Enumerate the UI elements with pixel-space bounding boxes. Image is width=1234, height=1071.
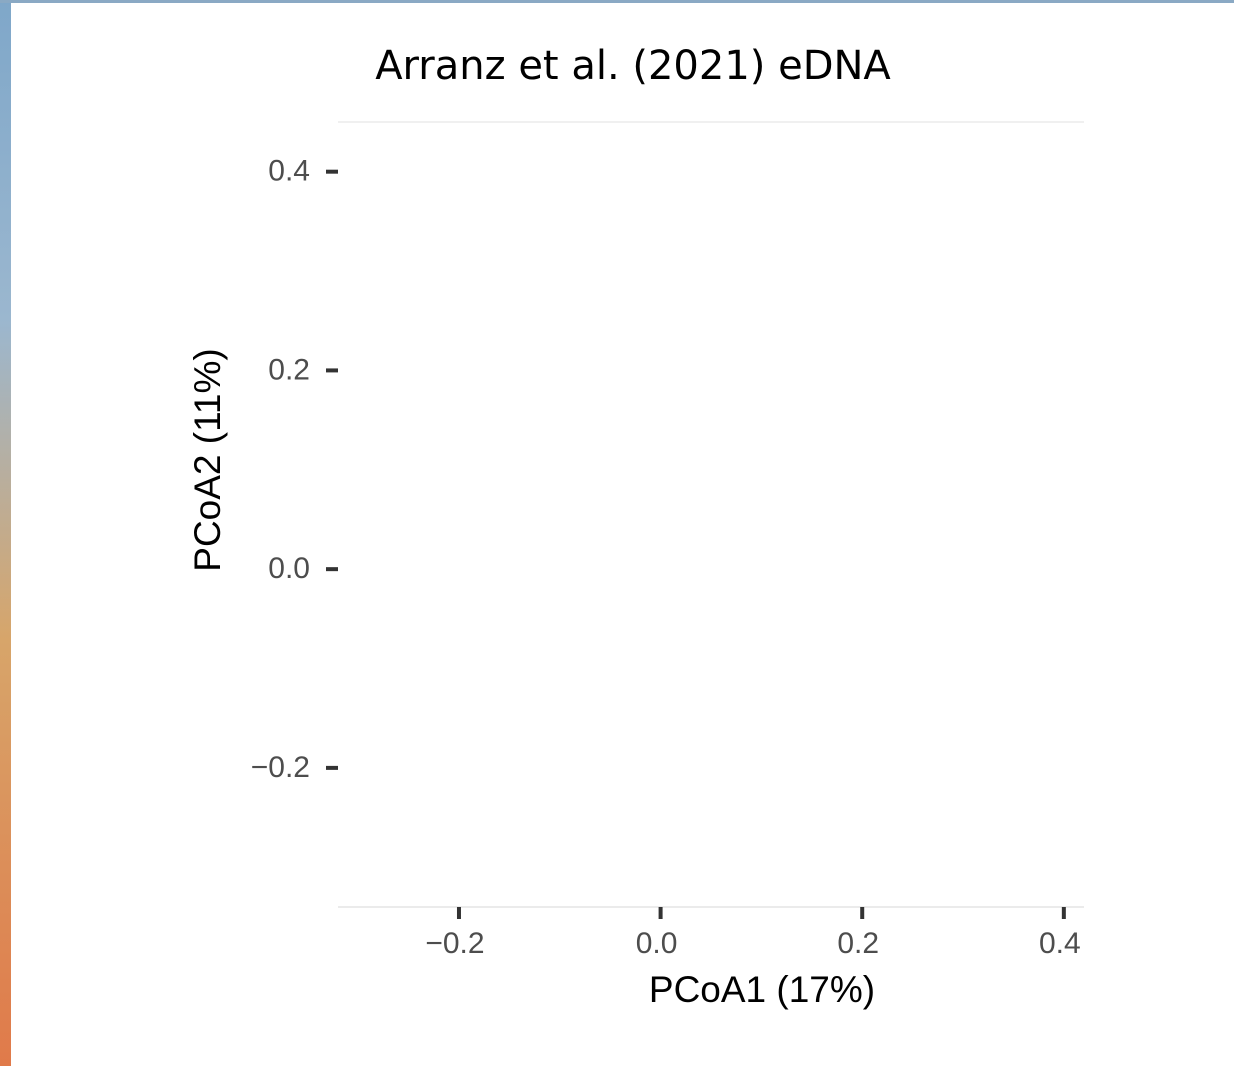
y-tick-label: 0.4 xyxy=(268,155,310,188)
chart-title: Arranz et al. (2021) eDNA xyxy=(375,43,891,89)
x-tick-label: 0.4 xyxy=(1039,927,1081,960)
y-tick-label: −0.2 xyxy=(251,751,310,784)
x-tick-label: 0.2 xyxy=(837,927,879,960)
background-strip xyxy=(0,0,1234,3)
y-axis-title: PCoA2 (11%) xyxy=(187,348,228,571)
y-tick-label: 0.2 xyxy=(268,353,310,386)
y-tick-label: 0.0 xyxy=(268,552,310,585)
x-tick-label: 0.0 xyxy=(636,927,678,960)
x-tick-label: −0.2 xyxy=(425,927,484,960)
background-strip xyxy=(0,0,11,1066)
x-axis-title: PCoA1 (17%) xyxy=(649,969,875,1010)
